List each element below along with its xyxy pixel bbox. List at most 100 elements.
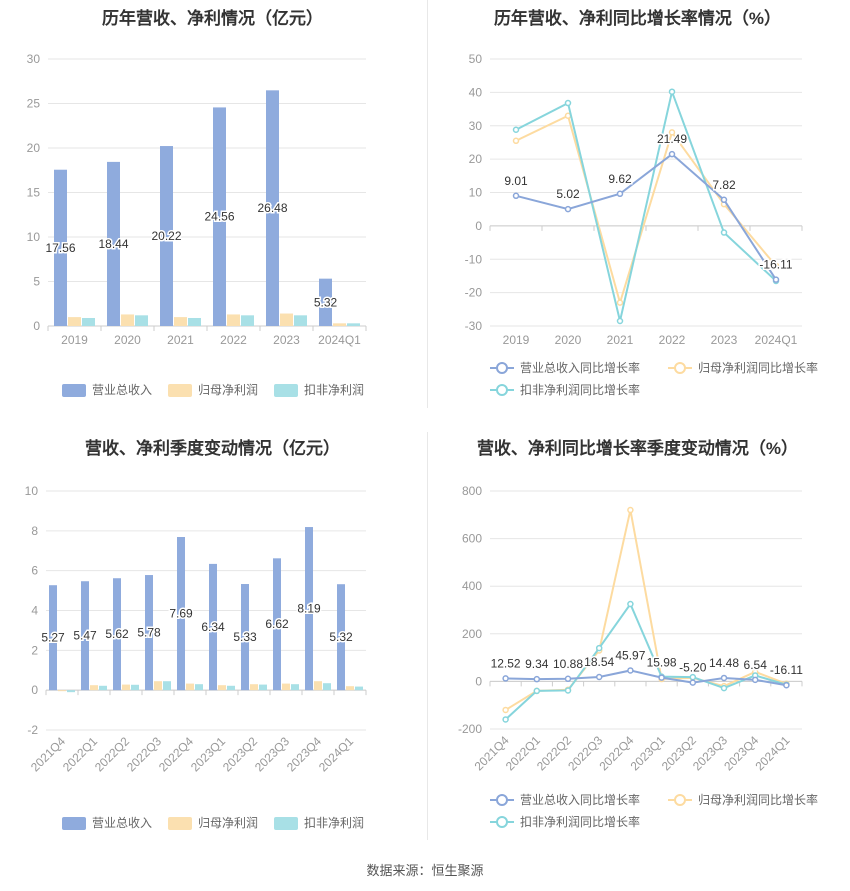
- vertical-divider: [427, 0, 428, 408]
- data-label: 18.54: [584, 655, 614, 669]
- x-tick-label: 2022Q1: [60, 734, 100, 774]
- bar: [355, 686, 363, 691]
- data-label: 10.88: [553, 657, 583, 671]
- legend-label: 归母净利润同比增长率: [698, 792, 818, 807]
- y-tick-label: -200: [458, 722, 482, 736]
- x-tick-label: 2023Q4: [284, 734, 324, 774]
- data-label: 6.62: [265, 617, 289, 631]
- data-point: [772, 262, 780, 270]
- data-source: 数据来源：恒生聚源: [366, 863, 484, 878]
- x-tick-label: 2021: [607, 333, 634, 347]
- data-label: 5.33: [233, 630, 257, 644]
- x-tick-label: 2022: [659, 333, 686, 347]
- x-tick-label: 2024Q1: [316, 734, 356, 774]
- series-line: [505, 669, 787, 687]
- data-point: [772, 276, 780, 283]
- y-tick-label: 8: [31, 524, 38, 538]
- data-label: 8.19: [297, 602, 321, 616]
- legend-swatch: [168, 384, 192, 397]
- bar: [241, 584, 249, 691]
- data-point: [512, 126, 520, 134]
- data-point: [627, 600, 634, 608]
- bar: [90, 685, 98, 691]
- y-tick-label: 400: [462, 579, 482, 593]
- data-point: [720, 196, 728, 204]
- legend-label: 扣非净利润同比增长率: [520, 814, 640, 829]
- data-point: [533, 675, 541, 683]
- data-point: [595, 673, 603, 681]
- bar: [273, 558, 281, 691]
- bar: [154, 681, 162, 691]
- data-point: [616, 317, 624, 325]
- data-label: 7.82: [712, 178, 736, 192]
- bar: [113, 578, 121, 691]
- bar: [282, 683, 290, 691]
- x-tick-label: 2023: [273, 333, 300, 347]
- data-label: 15.98: [647, 656, 677, 670]
- bar: [54, 169, 67, 326]
- data-point: [564, 99, 572, 107]
- x-tick-label: 2024Q1: [755, 333, 798, 347]
- x-tick-label: 2022Q4: [156, 734, 196, 774]
- y-tick-label: 0: [475, 219, 482, 233]
- data-point: [564, 205, 572, 213]
- legend-label: 营业总收入: [92, 816, 152, 830]
- legend-label: 归母净利润: [198, 383, 258, 397]
- x-tick-label: 2019: [61, 333, 88, 347]
- data-label: 5.78: [137, 626, 161, 640]
- legend-swatch: [496, 384, 508, 396]
- bar: [135, 315, 148, 326]
- data-point: [720, 674, 728, 682]
- data-point: [751, 676, 759, 684]
- bar: [49, 585, 57, 691]
- legend-label: 归母净利润: [198, 816, 258, 830]
- data-point: [689, 673, 697, 681]
- data-label: 5.32: [329, 630, 353, 644]
- data-label: 9.01: [504, 174, 528, 188]
- x-tick-label: 2022Q3: [124, 734, 164, 774]
- x-tick-label: 2023Q2: [220, 734, 260, 774]
- data-label: 17.56: [45, 241, 75, 255]
- y-tick-label: 200: [462, 627, 482, 641]
- chart-title: 营收、净利同比增长率季度变动情况（%）: [476, 439, 799, 458]
- bar: [337, 584, 345, 691]
- data-label: -16.11: [759, 258, 792, 272]
- x-tick-label: 2021Q4: [28, 734, 68, 774]
- bar: [177, 537, 185, 691]
- legend-swatch: [168, 817, 192, 830]
- legend-swatch: [496, 362, 508, 374]
- chart-panel-annual-bar: 历年营收、净利情况（亿元） 0 5 10 15 20 25 30 2019 2020 2021 20…: [0, 0, 425, 410]
- bar: [250, 684, 258, 691]
- y-tick-label: 40: [469, 85, 483, 99]
- bar: [209, 563, 217, 691]
- y-tick-label: 30: [27, 52, 41, 66]
- data-point: [502, 716, 509, 723]
- data-label: 6.34: [201, 620, 225, 634]
- y-tick-label: -2: [27, 723, 38, 737]
- data-label: 7.69: [169, 607, 193, 621]
- bar: [58, 690, 66, 692]
- data-label: 18.44: [98, 237, 128, 251]
- y-tick-label: 10: [469, 186, 483, 200]
- data-label: 6.54: [744, 658, 768, 672]
- data-label: 20.22: [151, 229, 181, 243]
- chart-panel-quarterly-bar: 营收、净利季度变动情况（亿元） -2 0 2 4 6 8 10 2021Q4 2022Q1 202…: [0, 425, 425, 845]
- legend-label: 归母净利润同比增长率: [698, 360, 818, 375]
- bar: [241, 315, 254, 326]
- series-line: [504, 602, 787, 721]
- data-label: 9.62: [608, 172, 632, 186]
- bar: [314, 681, 322, 691]
- data-point: [564, 687, 572, 694]
- y-tick-label: -10: [465, 252, 483, 266]
- chart-title: 营收、净利季度变动情况（亿元）: [85, 439, 340, 458]
- series-line: [515, 88, 777, 322]
- series-line: [515, 152, 777, 281]
- y-tick-label: 30: [469, 119, 483, 133]
- data-point: [512, 192, 520, 200]
- x-tick-label: 2024Q1: [318, 333, 361, 347]
- bar: [218, 685, 226, 691]
- y-tick-label: -30: [465, 319, 483, 333]
- bar: [145, 575, 153, 691]
- chart-title: 历年营收、净利情况（亿元）: [102, 9, 323, 28]
- data-label: 5.32: [314, 295, 338, 309]
